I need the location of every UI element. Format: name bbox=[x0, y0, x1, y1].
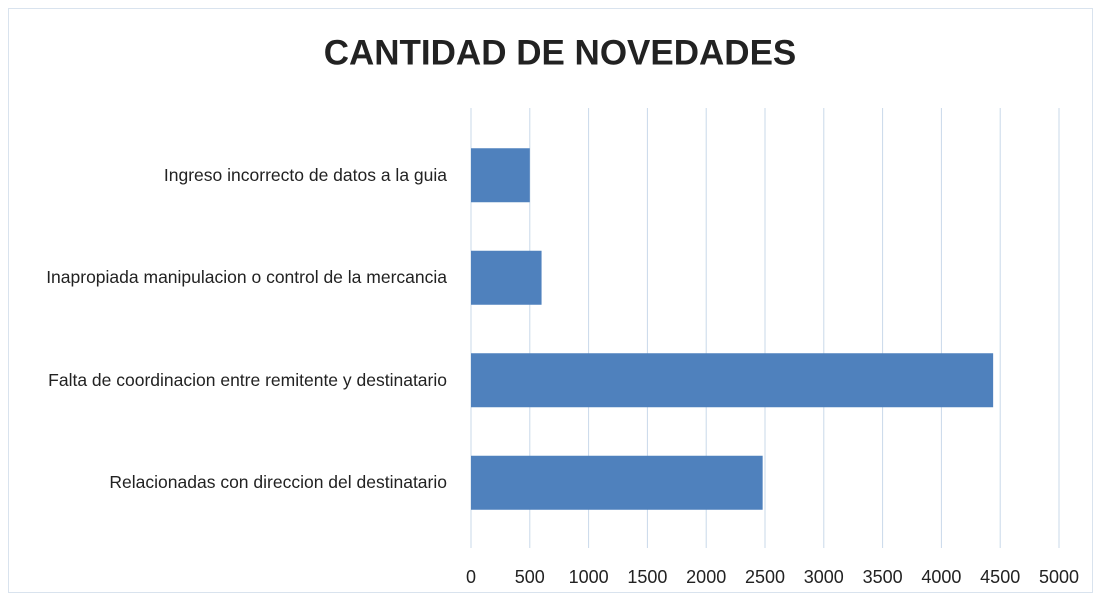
x-tick-label: 1000 bbox=[569, 567, 609, 587]
y-tick-label: Falta de coordinacion entre remitente y … bbox=[48, 369, 447, 390]
chart-title: CANTIDAD DE NOVEDADES bbox=[324, 33, 797, 72]
x-tick-label: 3000 bbox=[804, 567, 844, 587]
bar bbox=[471, 353, 994, 408]
y-tick-label: Inapropiada manipulacion o control de la… bbox=[46, 267, 447, 288]
x-tick-label: 3500 bbox=[863, 567, 903, 587]
chart-border bbox=[8, 8, 1093, 593]
x-tick-label: 2500 bbox=[745, 567, 785, 587]
x-tick-label: 1500 bbox=[627, 567, 667, 587]
bar bbox=[471, 455, 763, 510]
x-tick-label: 5000 bbox=[1039, 567, 1079, 587]
x-tick-label: 0 bbox=[466, 567, 476, 587]
x-tick-label: 4500 bbox=[980, 567, 1020, 587]
x-tick-label: 500 bbox=[515, 567, 545, 587]
y-tick-label: Relacionadas con direccion del destinata… bbox=[109, 472, 447, 493]
x-tick-label: 4000 bbox=[921, 567, 961, 587]
bar bbox=[471, 250, 542, 305]
x-tick-label: 2000 bbox=[686, 567, 726, 587]
bar bbox=[471, 148, 530, 203]
y-tick-label: Ingreso incorrecto de datos a la guia bbox=[163, 164, 447, 185]
